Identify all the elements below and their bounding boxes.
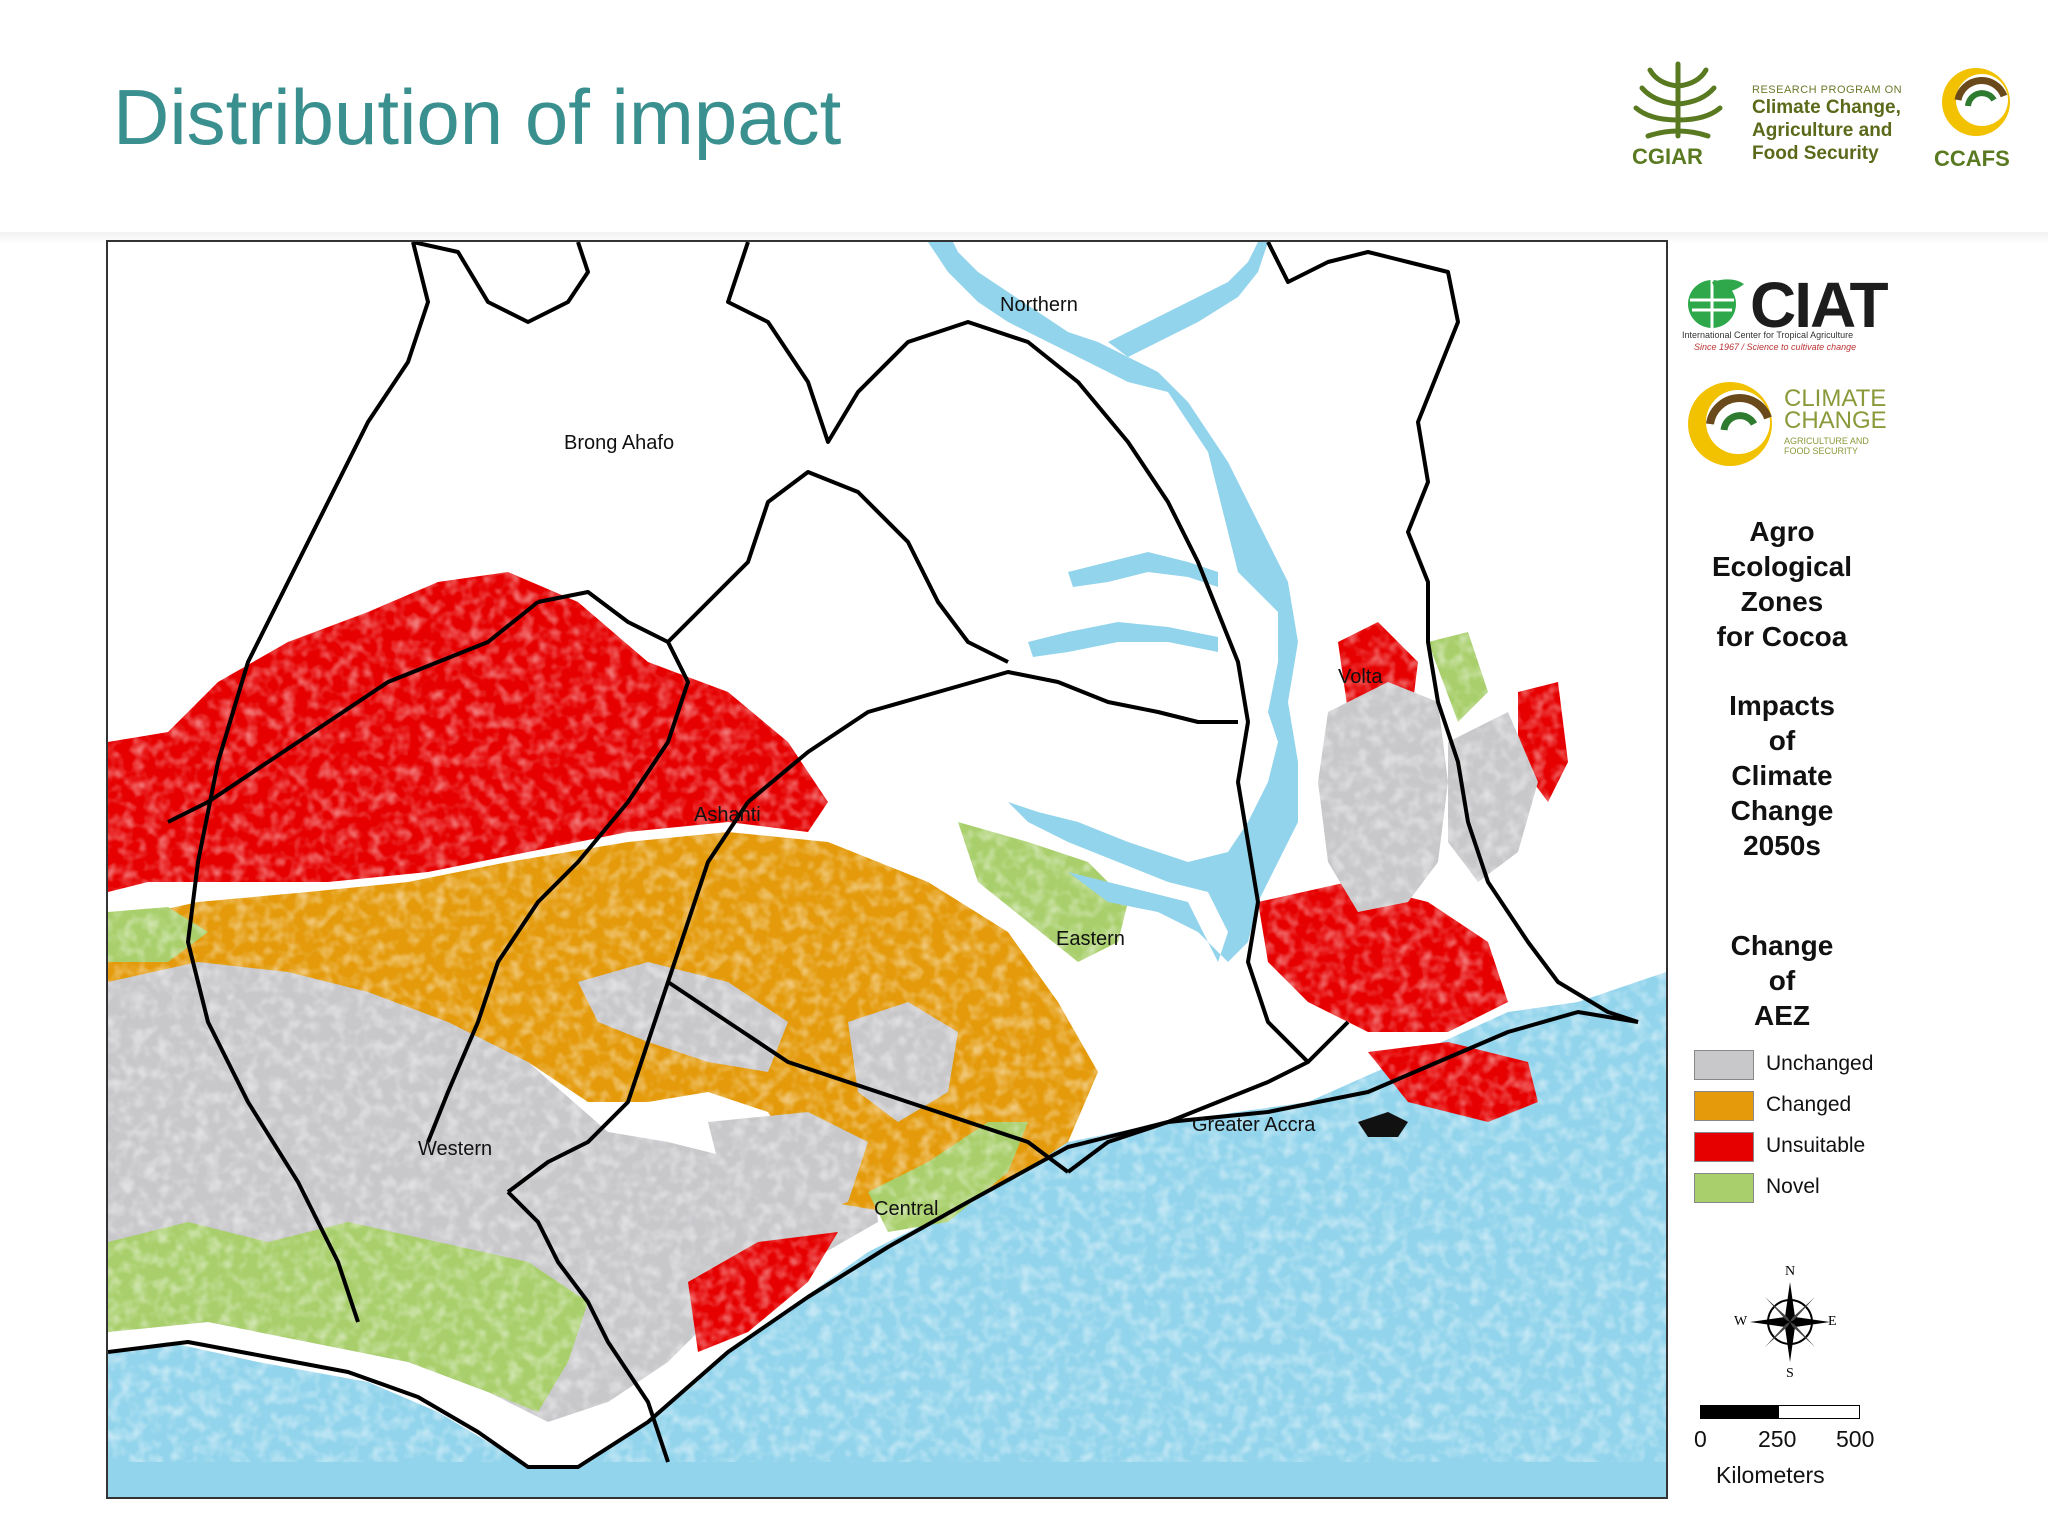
region-label-western: Western [418,1138,493,1160]
lake-volta [928,242,1298,962]
compass-n: N [1785,1264,1796,1279]
research-program-line-2: Agriculture and [1752,120,1893,141]
legend-title-change-line-2: of [1768,965,1796,996]
region-label-eastern: Eastern [1056,928,1125,950]
cgiar-logo: CGIAR [1628,56,1728,176]
boundary-eastern-north [746,670,1238,804]
boundary-ashanti-east [666,470,1009,664]
legend-title-change-line-1: Change [1730,930,1834,961]
legend-label-unchanged: Unchanged [1766,1052,1874,1075]
region-boundaries [108,242,1639,1469]
legend-title-change: Change of AEZ [1672,928,1892,1033]
boundary-eastern-west [506,800,750,1194]
research-program-line-1: Climate Change, [1752,97,1901,118]
lake-arm-west-2 [1028,622,1218,657]
ciat-wordmark: CIAT [1750,269,1889,341]
boundary-northern-brong [186,242,430,1323]
climate-change-logo: CLIMATE CHANGE AGRICULTURE AND FOOD SECU… [1684,378,1894,470]
compass-w: W [1734,1314,1748,1329]
boundary-ashanti [426,590,690,1143]
cc-logo-line-1: CLIMATE [1784,385,1887,412]
legend-title-impacts: Impacts of Climate Change 2050s [1672,688,1892,863]
region-label-volta: Volta [1338,666,1383,688]
research-program-logo: RESEARCH PROGRAM ON Climate Change, Agri… [1752,84,1932,165]
north-arrow: N S E W [1734,1264,1840,1381]
legend-title-aez-line-4: for Cocoa [1716,621,1848,652]
slide-title: Distribution of impact [113,73,842,161]
legend-label-changed: Changed [1766,1093,1852,1116]
boundary-coastline [108,1010,1639,1469]
legend-swatch-changed [1694,1091,1754,1121]
boundary-central-west [506,1190,670,1463]
ccafs-swirl-icon [1942,68,2010,136]
scale-bar [1700,1405,1860,1419]
cc-logo-line-4: FOOD SECURITY [1784,446,1859,456]
wheat-icon [1633,61,1723,139]
legend-title-impacts-line-3: Climate [1731,760,1833,791]
legend-title-aez-line-2: Ecological [1711,551,1853,582]
scale-bar-fill [1701,1406,1779,1418]
lake-arm-north [1108,242,1268,357]
legend-swatch-novel [1694,1173,1754,1203]
climate-change-swirl-icon [1688,382,1772,466]
lake-arm-west [1068,552,1218,587]
legend-title-aez-line-1: Agro [1749,516,1815,547]
legend-swatch-unchanged [1694,1050,1754,1080]
region-label-northern: Northern [1000,294,1078,316]
raster-speckle [108,562,1666,1462]
ccafs-logo: CCAFS [1932,60,2022,180]
scale-tick-0: 0 [1694,1426,1707,1452]
ciat-subtitle: International Center for Tropical Agricu… [1682,330,1854,340]
accra-urban [1358,1112,1408,1137]
region-label-brong-ahafo: Brong Ahafo [564,432,675,454]
legend-title-impacts-line-5: 2050s [1743,830,1821,861]
ciat-tagline: Since 1967 / Science to cultivate change [1694,342,1857,352]
ccafs-logo-label: CCAFS [1934,146,2010,171]
legend-title-change-line-3: AEZ [1754,1000,1810,1031]
research-program-small: RESEARCH PROGRAM ON [1752,84,1903,96]
legend-title-aez: Agro Ecological Zones for Cocoa [1672,514,1892,654]
boundary-brong-top [412,242,590,324]
legend-title-aez-line-3: Zones [1740,586,1824,617]
region-label-central: Central [874,1198,939,1220]
aez-map [108,242,1666,1497]
compass-e: E [1828,1314,1837,1329]
region-label-ashanti: Ashanti [694,804,761,826]
compass-s: S [1786,1366,1794,1381]
boundary-brong-ashanti [167,600,540,824]
boundary-central-east [666,980,1070,1174]
research-program-line-3: Food Security [1752,143,1879,164]
ciat-globe-icon [1688,279,1744,328]
cc-logo-line-3: AGRICULTURE AND [1784,436,1869,446]
legend-swatch-unsuitable [1694,1132,1754,1162]
legend-title-impacts-line-1: Impacts [1729,690,1835,721]
legend-label-unsuitable: Unsuitable [1766,1134,1866,1157]
legend-title-impacts-line-4: Change [1730,795,1834,826]
map-frame: Northern Brong Ahafo Volta Ashanti Easte… [106,240,1668,1499]
scale-tick-500: 500 [1836,1426,1875,1452]
boundary-northern-south [726,242,1310,1064]
scale-tick-250: 250 [1758,1426,1797,1452]
legend-label-novel: Novel [1766,1175,1820,1198]
boundary-volta-east [1266,242,1639,1024]
scale-unit: Kilometers [1716,1462,1825,1488]
ciat-logo: CIAT International Center for Tropical A… [1680,268,1890,358]
region-label-greater-accra: Greater Accra [1192,1114,1316,1136]
cgiar-logo-label: CGIAR [1632,144,1703,169]
legend-title-impacts-line-2: of [1768,725,1796,756]
boundary-greater-accra [1066,1020,1350,1174]
compass-rose-icon [1750,1282,1830,1362]
cc-logo-line-2: CHANGE [1784,407,1887,434]
